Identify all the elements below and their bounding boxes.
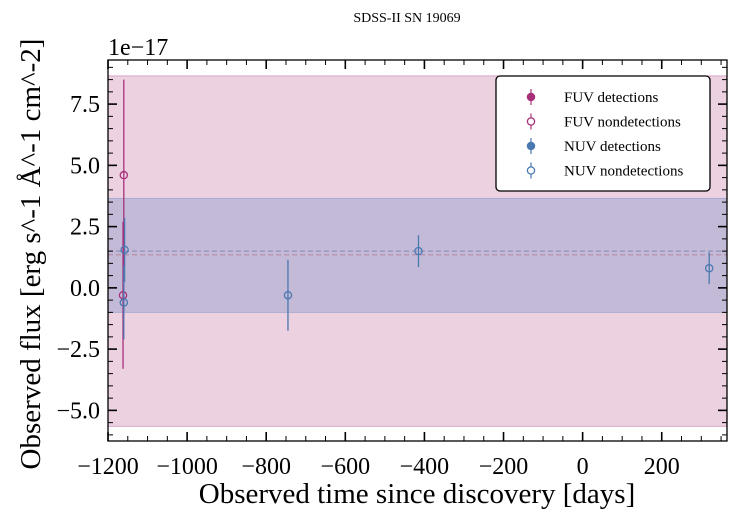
data-point-nuv-0 bbox=[120, 245, 129, 255]
legend-label: NUV detections bbox=[564, 139, 661, 155]
data-point-nuv-1 bbox=[119, 298, 129, 307]
legend-marker bbox=[526, 92, 536, 102]
y-offset-label: 1e−17 bbox=[108, 35, 168, 61]
legend-label: FUV nondetections bbox=[564, 115, 681, 131]
legend-entry: NUV nondetections bbox=[526, 162, 683, 180]
x-tick-label: −1200 bbox=[77, 454, 139, 480]
y-tick-label: 2.5 bbox=[70, 215, 100, 241]
x-tick-label: −200 bbox=[479, 454, 529, 480]
legend-entry: FUV detections bbox=[526, 89, 658, 106]
y-tick-label: −2.5 bbox=[56, 337, 100, 363]
legend-marker bbox=[526, 141, 536, 151]
y-tick-label: −5.0 bbox=[56, 398, 100, 424]
legend-marker bbox=[526, 117, 536, 126]
y-tick-label: 5.0 bbox=[70, 153, 100, 179]
x-tick-label: −400 bbox=[400, 454, 450, 480]
x-tick-label: 0 bbox=[577, 454, 589, 480]
x-tick-label: −1000 bbox=[156, 454, 218, 480]
y-tick-label: 0.0 bbox=[70, 276, 100, 302]
y-axis-label: Observed flux [erg s^-1 Å^-1 cm^-2] bbox=[15, 39, 47, 470]
x-tick-label: −800 bbox=[241, 454, 291, 480]
data-point-nuv-4 bbox=[704, 264, 714, 273]
band-nuv bbox=[107, 197, 728, 313]
legend-label: FUV detections bbox=[564, 90, 658, 106]
x-tick-label: 200 bbox=[644, 454, 680, 480]
y-tick-label: 7.5 bbox=[70, 92, 100, 118]
plot-frame bbox=[107, 59, 728, 442]
data-point-nuv-3 bbox=[414, 246, 423, 256]
legend-marker bbox=[526, 166, 536, 175]
legend-entry: NUV detections bbox=[526, 138, 661, 155]
data-point-fuv-0 bbox=[119, 170, 129, 180]
legend-entry: FUV nondetections bbox=[526, 113, 681, 131]
data-point-nuv-2 bbox=[283, 290, 293, 300]
x-tick-label: −600 bbox=[321, 454, 371, 480]
chart-title: SDSS-II SN 19069 bbox=[353, 11, 460, 26]
x-axis-label: Observed time since discovery [days] bbox=[199, 478, 635, 510]
legend-box bbox=[495, 75, 711, 192]
legend-label: NUV nondetections bbox=[564, 164, 683, 180]
